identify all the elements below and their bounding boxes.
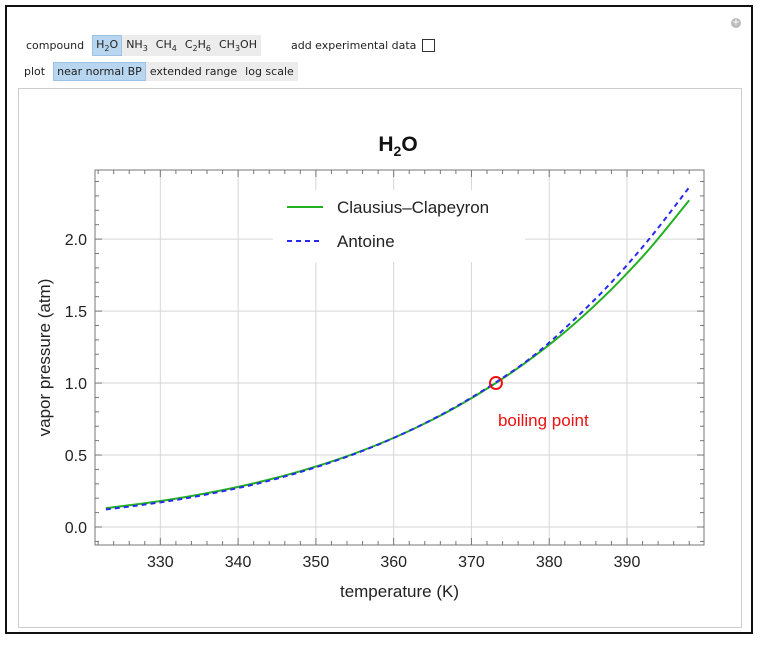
experimental-label: add experimental data <box>290 39 417 53</box>
boiling-point-label: boiling point <box>498 411 589 430</box>
y-tick-label: 1.5 <box>65 304 87 321</box>
output-panel <box>18 88 742 628</box>
x-tick-label: 370 <box>458 554 485 571</box>
x-tick-label: 340 <box>225 554 252 571</box>
y-tick-label: 0.0 <box>65 520 87 537</box>
compound-control: compound H2O NH3 CH4 C2H6 CH3OH add experime… <box>26 35 436 57</box>
compound-selector[interactable]: H2O NH3 CH4 C2H6 CH3OH <box>92 35 261 57</box>
legend-label: Antoine <box>337 232 395 251</box>
y-tick-label: 0.5 <box>65 448 87 465</box>
legend-label: Clausius–Clapeyron <box>337 198 489 217</box>
chart-title: H2O <box>378 133 417 159</box>
y-tick-label: 2.0 <box>65 232 87 249</box>
plot-option[interactable]: near normal BP <box>53 62 146 81</box>
x-tick-label: 330 <box>147 554 174 571</box>
x-tick-label: 380 <box>536 554 563 571</box>
x-tick-label: 390 <box>614 554 641 571</box>
y-axis-label: vapor pressure (atm) <box>35 279 54 437</box>
compound-label: compound <box>26 39 85 53</box>
series-line-clausius-clapeyron <box>105 199 690 510</box>
plot-label: plot <box>24 65 46 78</box>
y-tick-label: 1.0 <box>65 376 87 393</box>
plot-frame <box>94 169 705 546</box>
compound-option[interactable]: C2H6 <box>184 38 211 54</box>
x-tick-label: 350 <box>303 554 330 571</box>
boiling-point-marker <box>488 376 503 391</box>
plot-selector[interactable]: near normal BP extended range log scale <box>53 62 298 81</box>
x-tick-label: 360 <box>380 554 407 571</box>
x-axis-label: temperature (K) <box>340 582 459 601</box>
compound-option[interactable]: H2O <box>92 35 123 57</box>
experimental-data-checkbox[interactable] <box>422 39 436 53</box>
compound-option[interactable]: NH3 <box>126 38 148 54</box>
plot-control: plot near normal BP extended range log sca… <box>24 62 298 81</box>
plot-option[interactable]: extended range <box>149 65 238 78</box>
legend-box <box>273 190 525 262</box>
compound-option[interactable]: CH3OH <box>218 38 257 54</box>
plot-option[interactable]: log scale <box>245 65 294 78</box>
window-frame <box>5 5 753 634</box>
add-bookmark-icon[interactable]: + <box>731 17 741 28</box>
compound-option[interactable]: CH4 <box>155 38 177 54</box>
